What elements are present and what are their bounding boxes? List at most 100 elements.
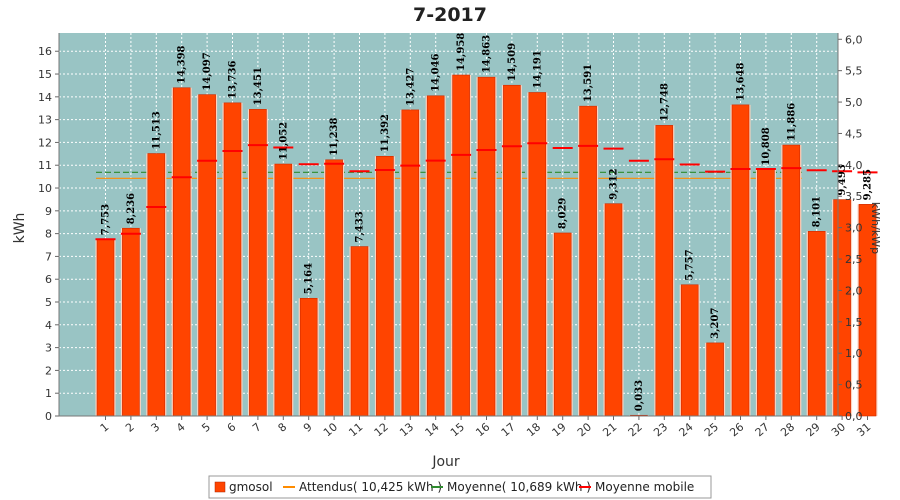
y2-tick-label: 0,5 xyxy=(845,379,863,392)
x-tick-label: 5 xyxy=(199,420,213,434)
value-label: 9,493 xyxy=(837,164,848,195)
bar xyxy=(172,87,191,417)
moving-average-marks xyxy=(95,142,878,241)
x-tick-label: 29 xyxy=(804,420,823,439)
legend-label: Moyenne( 10,689 kWh ) xyxy=(447,480,591,494)
x-tick-label: 9 xyxy=(301,420,315,434)
value-label: 14,958 xyxy=(456,33,467,71)
x-tick-label: 23 xyxy=(651,420,670,439)
y-axis-label: kWh xyxy=(12,213,28,244)
x-tick-label: 4 xyxy=(174,420,188,434)
value-labels: 7,753 8,236 11,513 14,398 14,097 13,736 13,451… xyxy=(101,33,874,412)
x-tick-label: 26 xyxy=(727,420,746,439)
bar xyxy=(706,342,724,417)
bars xyxy=(95,74,878,417)
bar xyxy=(528,92,547,417)
x-tick-label: 25 xyxy=(702,420,721,439)
bar xyxy=(198,94,216,417)
value-label: 13,736 xyxy=(228,61,239,99)
value-label: 11,886 xyxy=(786,103,797,141)
y-tick-label: 15 xyxy=(38,68,52,81)
bar xyxy=(731,104,750,417)
x-tick-label: 7 xyxy=(250,420,264,434)
bar xyxy=(452,74,470,417)
x-tick-label: 3 xyxy=(149,420,163,434)
x-tick-label: 22 xyxy=(626,420,645,439)
y-tick-label: 5 xyxy=(45,296,52,309)
bar xyxy=(757,169,775,417)
value-label: 14,509 xyxy=(507,43,518,81)
bar xyxy=(96,238,115,417)
bar xyxy=(147,153,166,417)
x-tick-label: 19 xyxy=(550,420,569,439)
value-label: 13,648 xyxy=(736,63,747,101)
value-label: 11,238 xyxy=(329,117,340,155)
y-tick-label: 8 xyxy=(45,228,52,241)
bar xyxy=(477,76,496,417)
value-label: 11,052 xyxy=(278,122,289,160)
bar xyxy=(604,203,623,417)
y-tick-label: 0 xyxy=(45,410,52,423)
bar xyxy=(655,125,674,417)
x-tick-label: 13 xyxy=(397,420,416,439)
y-tick-label: 1 xyxy=(45,387,52,400)
y2-axis-label: kWh/kWp xyxy=(869,202,882,254)
y-tick-label: 6 xyxy=(45,273,52,286)
value-label: 14,046 xyxy=(431,53,442,91)
y2-tick-label: 1,5 xyxy=(845,316,863,329)
bar xyxy=(426,95,445,417)
y-tick-label: 3 xyxy=(45,342,52,355)
y-tick-label: 12 xyxy=(38,136,52,149)
y2-tick-label: 2,5 xyxy=(845,253,863,266)
bar xyxy=(376,155,394,417)
bar xyxy=(223,102,242,417)
bar xyxy=(299,297,318,417)
value-label: 7,753 xyxy=(101,204,112,235)
bar xyxy=(503,84,521,417)
value-label: 12,748 xyxy=(659,83,670,121)
value-label: 11,392 xyxy=(380,114,391,152)
x-axis-label: Jour xyxy=(431,454,460,470)
value-label: 11,513 xyxy=(151,111,162,149)
value-label: 9,285 xyxy=(863,169,874,200)
value-label: 0,033 xyxy=(634,380,645,411)
y-tick-label: 2 xyxy=(45,364,52,377)
y-tick-label: 4 xyxy=(45,319,52,332)
bar xyxy=(782,144,801,417)
y2-tick-label: 3,5 xyxy=(845,190,863,203)
value-label: 13,451 xyxy=(253,67,264,105)
bar xyxy=(249,109,267,417)
legend-label: Moyenne mobile xyxy=(595,480,694,494)
y2-tick-label: 3,0 xyxy=(845,222,863,235)
y2-tick-label: 4,0 xyxy=(845,159,863,172)
bar xyxy=(553,232,572,417)
value-label: 8,236 xyxy=(126,193,137,224)
y-tick-label: 13 xyxy=(38,114,52,127)
chart-title: 7-2017 xyxy=(413,4,487,26)
x-tick-label: 28 xyxy=(778,420,797,439)
x-tick-label: 11 xyxy=(346,420,365,439)
value-label: 9,312 xyxy=(609,168,620,199)
value-label: 14,863 xyxy=(482,35,493,73)
x-tick-label: 14 xyxy=(423,420,442,439)
y-tick-label: 14 xyxy=(38,91,52,104)
y2-tick-label: 6,0 xyxy=(845,33,863,46)
bar xyxy=(807,231,826,417)
y2-tick-label: 4,5 xyxy=(845,127,863,140)
x-tick-label: 27 xyxy=(753,420,772,439)
value-label: 13,427 xyxy=(405,68,416,106)
value-label: 3,207 xyxy=(710,308,721,339)
y2-tick-label: 2,0 xyxy=(845,284,863,297)
x-tick-label: 31 xyxy=(854,420,873,439)
y-tick-label: 11 xyxy=(38,159,52,172)
x-tick-label: 20 xyxy=(575,420,594,439)
bar xyxy=(680,284,699,417)
y-tick-label: 16 xyxy=(38,45,52,58)
legend-label: gmosol xyxy=(229,480,273,494)
x-tick-label: 10 xyxy=(321,420,340,439)
x-tick-label: 2 xyxy=(123,420,137,434)
value-label: 14,191 xyxy=(532,50,543,88)
value-label: 5,757 xyxy=(685,249,696,280)
x-tick-label: 16 xyxy=(473,420,492,439)
